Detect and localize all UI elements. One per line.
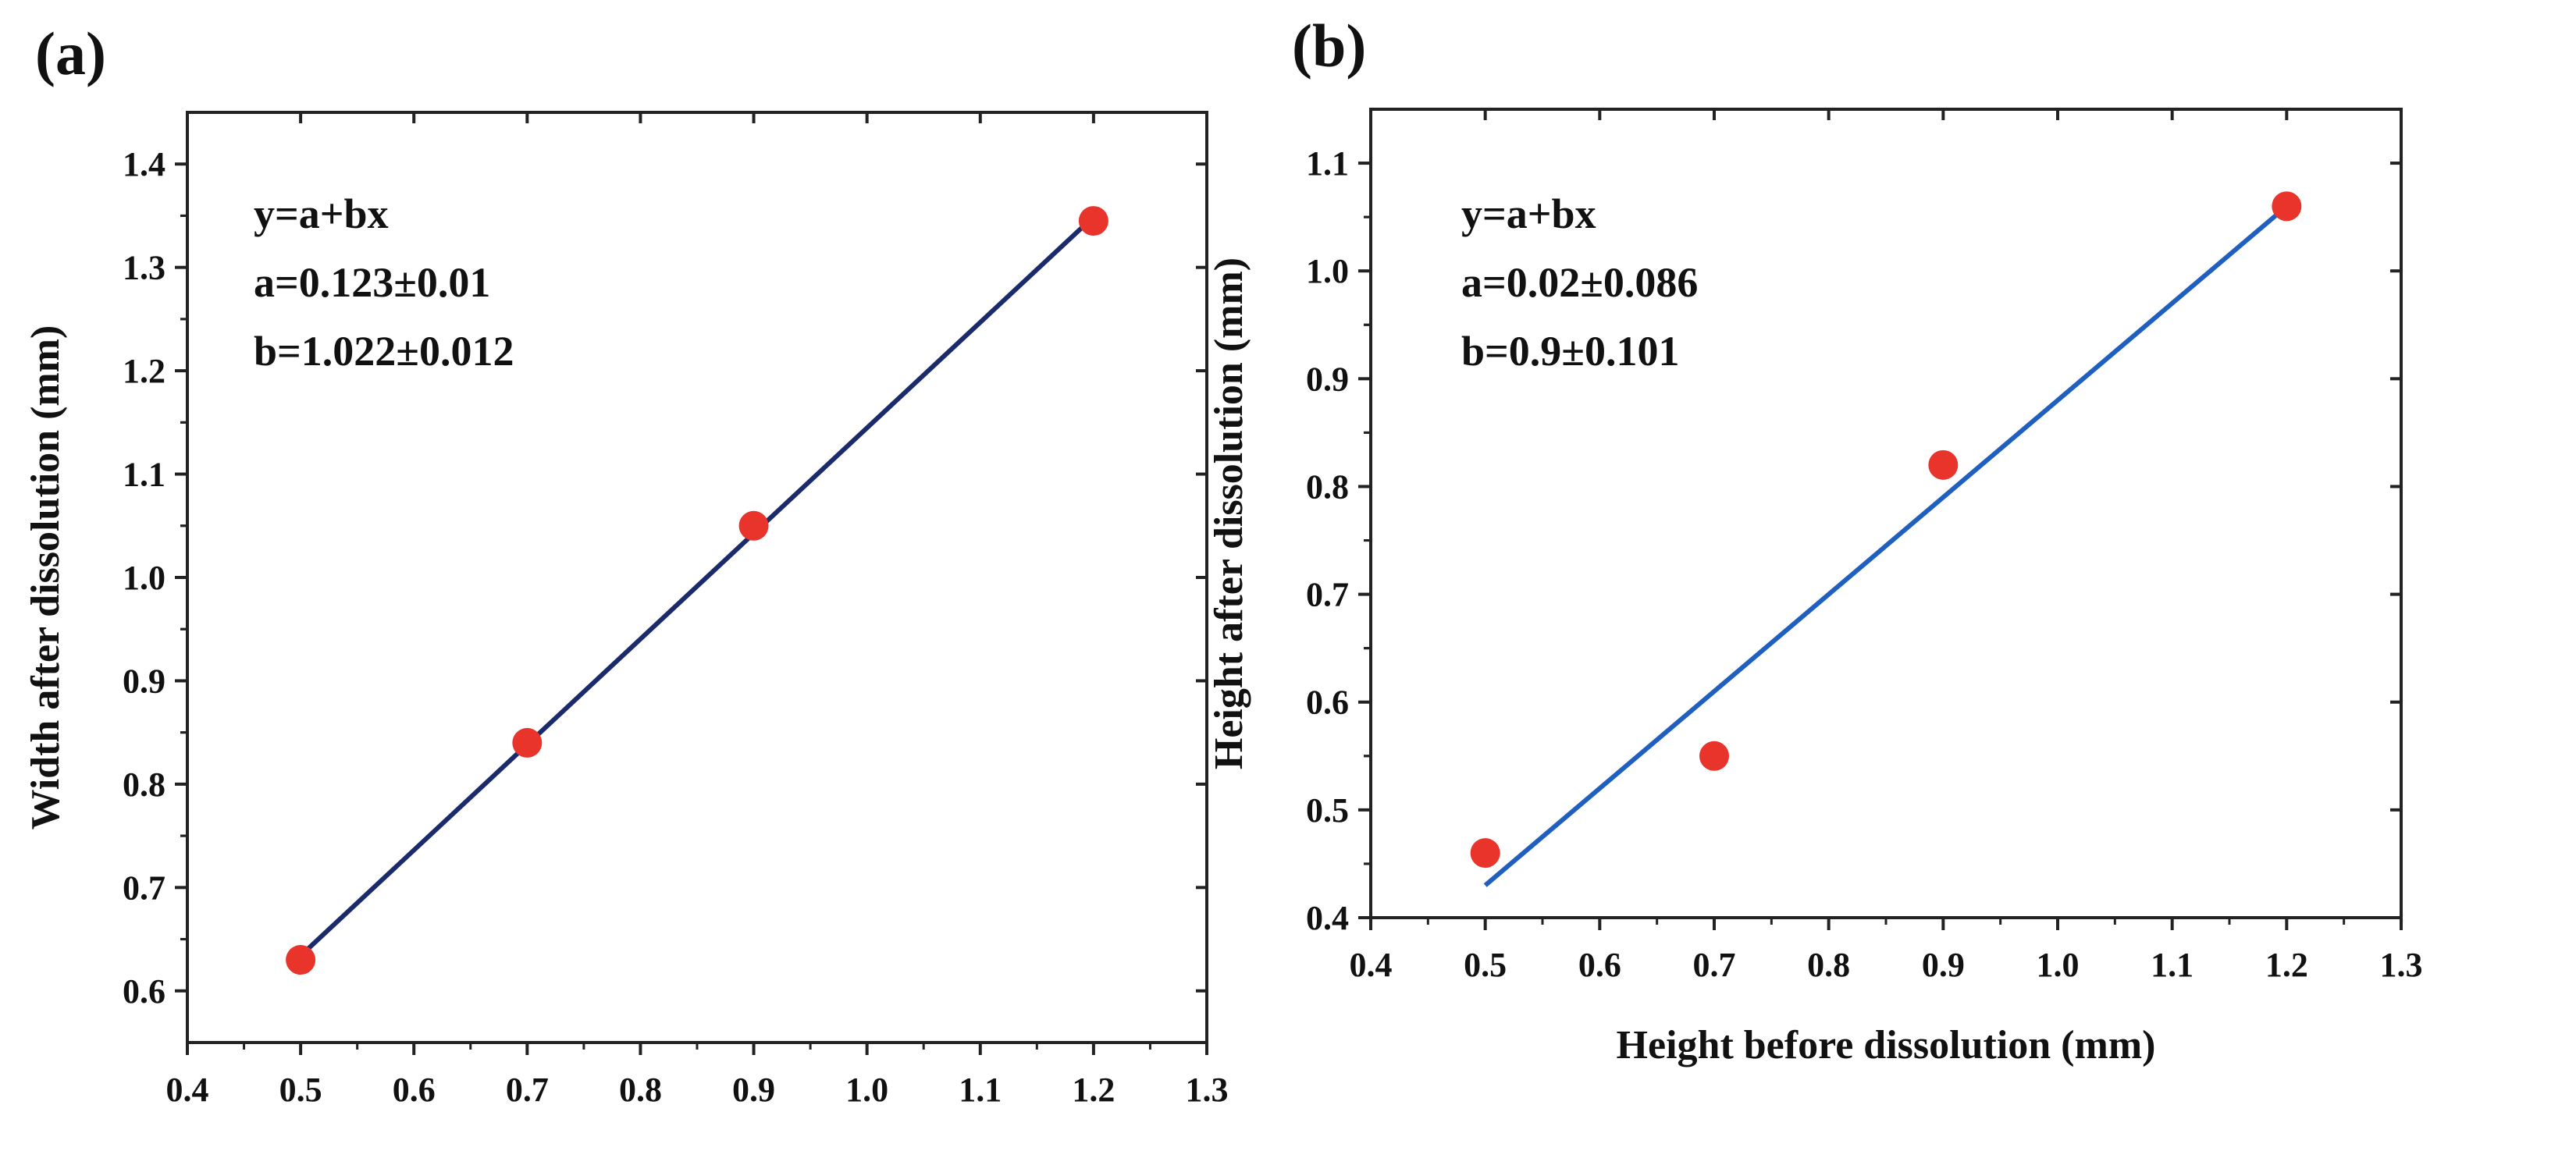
data-point bbox=[1928, 449, 1959, 480]
y-tick-label: 1.2 bbox=[123, 352, 165, 390]
y-tick-label: 1.1 bbox=[123, 456, 165, 494]
x-axis-title: Width before dissolution (mm) bbox=[431, 1148, 962, 1151]
x-tick-label: 1.1 bbox=[2151, 946, 2194, 984]
data-point bbox=[512, 727, 543, 758]
y-tick-label: 1.0 bbox=[123, 559, 165, 597]
y-tick-label: 0.5 bbox=[1306, 791, 1349, 830]
fit-equation-line: b=0.9±0.101 bbox=[1461, 328, 1679, 375]
y-tick-label: 1.4 bbox=[123, 145, 165, 183]
fit-equation-line: b=1.022±0.012 bbox=[254, 328, 514, 375]
data-point bbox=[286, 945, 316, 975]
x-tick-label: 0.8 bbox=[619, 1071, 662, 1109]
y-axis-title: Height after dissolution (mm) bbox=[1207, 258, 1251, 769]
y-tick-label: 1.3 bbox=[123, 249, 165, 287]
x-tick-label: 1.3 bbox=[1186, 1071, 1229, 1109]
x-tick-label: 1.1 bbox=[959, 1071, 1002, 1109]
y-tick-label: 0.7 bbox=[123, 869, 165, 907]
y-tick-label: 0.6 bbox=[123, 972, 165, 1011]
chart-panel-a: (a) 0.4 0.5 0.6 0.7 0.8 0.9 1.0 1.1 1.2 1.3 0.6 0.7 0… bbox=[23, 20, 1229, 1151]
x-tick-label: 0.8 bbox=[1807, 946, 1850, 984]
x-tick-label: 1.2 bbox=[1072, 1071, 1115, 1109]
chart-panel-b: (b) 0.4 0.5 0.6 0.7 0.8 0.9 1.0 1.1 1.2 1.3 0.4 0.5 0… bbox=[1207, 12, 2423, 1068]
x-tick-label: 1.0 bbox=[845, 1071, 888, 1109]
x-tick-label: 1.3 bbox=[2380, 946, 2423, 984]
y-tick-label: 1.1 bbox=[1306, 144, 1349, 183]
y-tick-label: 0.9 bbox=[123, 662, 165, 700]
x-tick-label: 0.9 bbox=[1922, 946, 1965, 984]
panel-label: (b) bbox=[1292, 12, 1366, 80]
fit-equation-line: a=0.02±0.086 bbox=[1461, 259, 1698, 306]
y-tick-label: 1.0 bbox=[1306, 252, 1349, 290]
x-tick-label: 0.9 bbox=[732, 1071, 775, 1109]
x-tick-label: 0.5 bbox=[1464, 946, 1507, 984]
x-tick-label: 0.7 bbox=[506, 1071, 549, 1109]
x-tick-label: 1.0 bbox=[2037, 946, 2080, 984]
data-point bbox=[2272, 191, 2302, 222]
x-tick-label: 0.4 bbox=[166, 1071, 209, 1109]
data-point bbox=[738, 510, 769, 541]
y-tick-label: 0.6 bbox=[1306, 684, 1349, 722]
fit-equation-line: y=a+bx bbox=[254, 190, 389, 237]
x-tick-label: 0.7 bbox=[1693, 946, 1736, 984]
fit-line bbox=[1483, 204, 2289, 887]
y-tick-label: 0.8 bbox=[1306, 467, 1349, 506]
y-axis-title: Width after dissolution (mm) bbox=[23, 325, 68, 830]
y-tick-label: 0.8 bbox=[123, 766, 165, 804]
fit-equation-line: a=0.123±0.01 bbox=[254, 259, 490, 306]
x-tick-label: 0.6 bbox=[1578, 946, 1621, 984]
x-tick-label: 1.2 bbox=[2265, 946, 2308, 984]
y-tick-label: 0.9 bbox=[1306, 360, 1349, 398]
fit-equation-line: y=a+bx bbox=[1461, 190, 1596, 237]
x-tick-label: 0.6 bbox=[393, 1071, 436, 1109]
data-point bbox=[1470, 838, 1500, 869]
x-tick-label: 0.5 bbox=[279, 1071, 322, 1109]
panel-label: (a) bbox=[35, 20, 106, 87]
x-tick-label: 0.4 bbox=[1350, 946, 1393, 984]
y-tick-label: 0.7 bbox=[1306, 576, 1349, 614]
fit-line bbox=[299, 215, 1095, 957]
data-point bbox=[1699, 741, 1729, 771]
y-tick-label: 0.4 bbox=[1306, 899, 1349, 937]
data-point bbox=[1078, 206, 1108, 236]
x-axis-title: Height before dissolution (mm) bbox=[1617, 1023, 2156, 1068]
